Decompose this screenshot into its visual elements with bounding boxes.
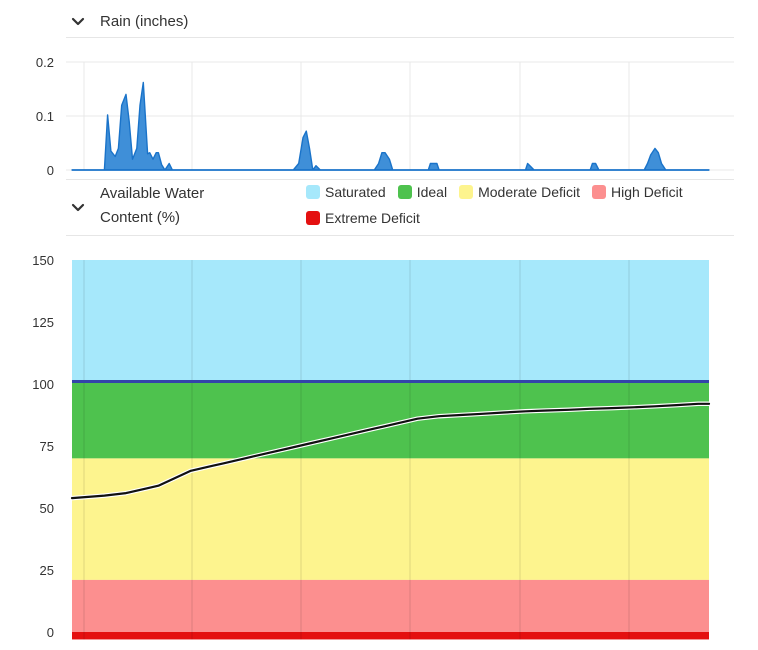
band-moderate-deficit	[72, 458, 709, 580]
water-section-title-line1: Available Water	[100, 185, 205, 202]
water-y-tick-label: 50	[40, 501, 54, 516]
legend-item-extreme-deficit[interactable]: Extreme Deficit	[306, 209, 420, 227]
rain-y-tick-label: 0	[47, 163, 54, 178]
water-y-tick-label: 75	[40, 439, 54, 454]
rain-area-series	[71, 81, 710, 171]
water-y-tick-label: 150	[32, 253, 54, 268]
legend-item-saturated[interactable]: Saturated	[306, 183, 386, 201]
band-extreme-deficit	[72, 632, 709, 640]
rain-chart: 0.2 0.1 0	[36, 55, 734, 178]
chevron-down-icon[interactable]	[70, 14, 86, 30]
legend-swatch-extreme-deficit	[306, 211, 320, 225]
legend-label-extreme-deficit: Extreme Deficit	[325, 210, 420, 226]
section-divider	[66, 37, 734, 38]
legend-label-ideal: Ideal	[416, 184, 448, 200]
legend-label-high-deficit: High Deficit	[611, 184, 683, 200]
water-content-line	[70, 402, 711, 500]
water-y-tick-label: 100	[32, 377, 54, 392]
legend-item-high-deficit[interactable]: High Deficit	[592, 183, 683, 201]
legend: Saturated Ideal Moderate Deficit High De…	[306, 183, 726, 227]
legend-swatch-moderate-deficit	[459, 185, 474, 199]
water-y-tick-label: 125	[32, 315, 54, 330]
legend-item-ideal[interactable]: Ideal	[397, 183, 448, 201]
legend-item-moderate-deficit[interactable]: Moderate Deficit	[459, 183, 580, 201]
legend-swatch-saturated	[306, 185, 320, 199]
water-section-header[interactable]: Available Water Content (%)	[70, 182, 204, 230]
rain-y-tick-label: 0.2	[36, 55, 54, 70]
band-saturated	[72, 260, 709, 382]
rain-section-title: Rain (inches)	[100, 13, 189, 30]
rain-y-tick-label: 0.1	[36, 109, 54, 124]
band-high-deficit	[72, 579, 709, 632]
legend-label-moderate-deficit: Moderate Deficit	[478, 184, 581, 200]
water-y-tick-label: 0	[47, 625, 54, 640]
legend-label-saturated: Saturated	[325, 184, 386, 200]
rain-section-header[interactable]: Rain (inches)	[70, 10, 188, 34]
chevron-down-icon[interactable]	[70, 200, 86, 216]
legend-swatch-high-deficit	[592, 185, 607, 199]
legend-swatch-ideal	[397, 185, 412, 199]
water-section-title-line2: Content (%)	[100, 209, 181, 226]
section-divider	[66, 235, 734, 236]
section-divider	[66, 179, 734, 180]
water-y-tick-label: 25	[40, 563, 54, 578]
band-ideal	[72, 381, 709, 459]
